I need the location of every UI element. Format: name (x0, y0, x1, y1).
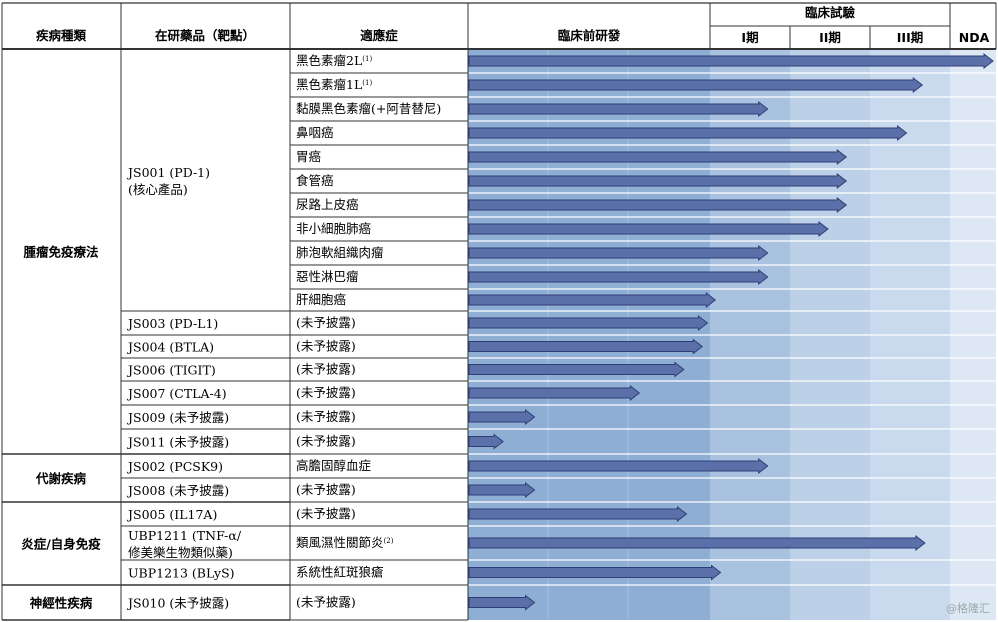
product-label-line2: (核心產品) (128, 182, 188, 197)
indication-label: 惡性淋巴瘤 (296, 269, 359, 284)
indication-label: (未予披露) (296, 595, 356, 610)
indication-label: (未予披露) (296, 409, 356, 424)
indication-label: 肺泡軟組織肉瘤 (296, 245, 384, 260)
progress-arrow (468, 384, 641, 402)
progress-arrow (468, 361, 685, 378)
progress-arrow (468, 594, 536, 611)
progress-arrow (468, 100, 769, 118)
product-label: JS003 (PD-L1) (126, 316, 218, 331)
indication-label: 黏膜黑色素瘤(+阿昔替尼) (296, 101, 441, 116)
progress-arrow (468, 124, 908, 142)
indication-label: (未予披露) (296, 362, 356, 377)
header-clinical: 臨床試驗 (805, 5, 856, 20)
product-label: JS007 (CTLA-4) (126, 386, 227, 401)
progress-arrow (468, 433, 504, 450)
progress-arrow (468, 408, 536, 426)
indication-label: 系統性紅斑狼瘡 (296, 565, 384, 580)
progress-arrow (468, 196, 848, 214)
indication-label: 鼻咽癌 (296, 125, 334, 140)
product-label: UBP1213 (BLyS) (128, 566, 235, 581)
indication-label: 黑色素瘤1L(1) (296, 77, 372, 92)
disease-group-label: 腫瘤免疫療法 (23, 245, 99, 260)
progress-arrow (468, 338, 703, 355)
header-phase3: III期 (897, 30, 923, 45)
product-label: JS002 (PCSK9) (126, 459, 223, 474)
indication-label: 類風濕性關節炎(2) (296, 535, 394, 550)
table-header: 疾病種類 在研藥品（靶點） 適應症 臨床前研發 臨床試驗 I期 II期 III期… (36, 5, 990, 45)
indication-label: 非小細胞肺癌 (296, 221, 371, 236)
progress-arrow (468, 481, 536, 499)
product-label: JS010 (未予披露) (126, 596, 229, 611)
indication-label: (未予披露) (296, 315, 356, 330)
disease-group-label: 代謝疾病 (35, 471, 87, 486)
progress-arrow (468, 505, 688, 523)
disease-group-label: 神經性疾病 (30, 596, 93, 611)
header-product: 在研藥品（靶點） (155, 28, 255, 43)
progress-arrow (468, 268, 769, 286)
indication-label: 胃癌 (296, 149, 321, 164)
product-label: JS005 (IL17A) (126, 507, 217, 522)
header-preclinical: 臨床前研發 (558, 28, 621, 43)
product-label: UBP1211 (TNF-α/ (128, 528, 242, 543)
product-label: JS011 (未予披露) (126, 435, 229, 450)
progress-arrow (468, 314, 709, 332)
indication-label: 尿路上皮癌 (296, 197, 359, 212)
indication-label: (未予披露) (296, 482, 356, 497)
progress-arrow (468, 220, 829, 238)
header-nda: NDA (959, 30, 990, 45)
indication-label: (未予披露) (296, 506, 356, 521)
phase-background (468, 49, 996, 620)
progress-arrow (468, 52, 994, 70)
product-label-line2: 修美樂生物類似藥) (128, 545, 233, 560)
product-label: JS001 (PD-1) (126, 165, 210, 180)
product-label: JS008 (未予披露) (126, 483, 229, 498)
indication-label: 肝細胞癌 (296, 292, 346, 307)
header-indication: 適應症 (360, 28, 398, 43)
header-disease: 疾病種類 (36, 28, 87, 43)
product-label: JS009 (未予披露) (126, 410, 229, 425)
indication-label: (未予披露) (296, 385, 356, 400)
progress-arrow (468, 172, 848, 190)
progress-arrow (468, 564, 722, 581)
progress-arrows (468, 52, 994, 611)
header-phase2: II期 (819, 30, 841, 45)
product-label: JS006 (TIGIT) (126, 363, 216, 378)
disease-group-label: 炎症/自身免疫 (21, 537, 101, 552)
indication-label: 黑色素瘤2L(1) (296, 53, 372, 68)
header-phase1: I期 (741, 30, 758, 45)
progress-arrow (468, 148, 848, 166)
watermark: @格隆汇 (946, 602, 990, 615)
indication-label: 食管癌 (296, 173, 334, 188)
product-label: JS004 (BTLA) (126, 340, 214, 355)
progress-arrow (468, 76, 924, 94)
indication-label: (未予披露) (296, 434, 356, 449)
indication-label: 高膽固醇血症 (296, 458, 371, 473)
progress-arrow (468, 291, 717, 309)
progress-arrow (468, 534, 926, 552)
progress-arrow (468, 457, 769, 475)
indication-label: (未予披露) (296, 339, 356, 354)
progress-arrow (468, 244, 769, 262)
